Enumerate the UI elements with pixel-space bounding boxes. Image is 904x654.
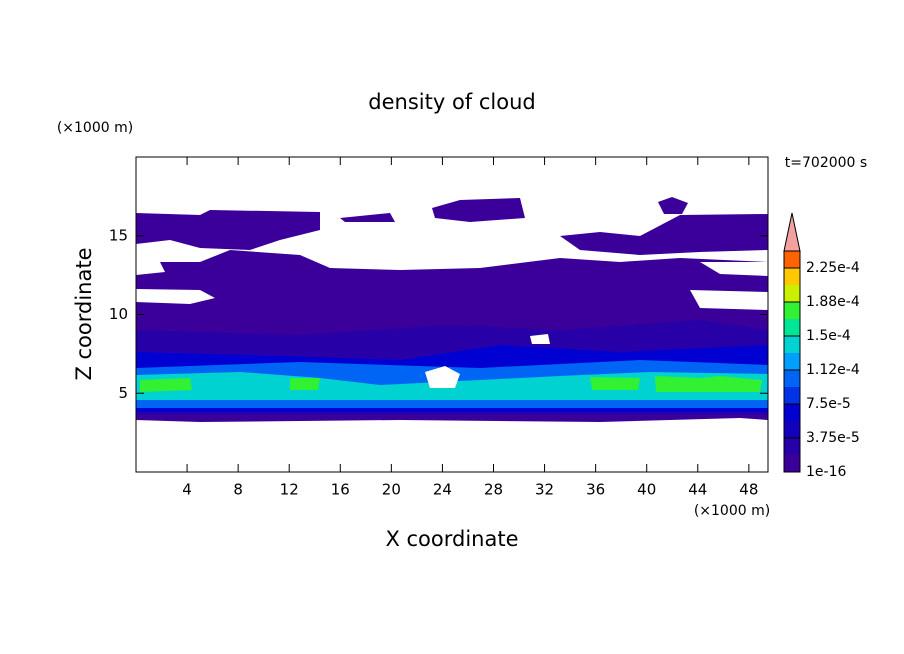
x-tick-label: 44: [688, 481, 707, 499]
x-tick-label: 4: [182, 481, 192, 499]
chart-title: density of cloud: [368, 90, 535, 114]
y-unit: (×1000 m): [57, 120, 133, 136]
x-tick-label: 20: [382, 481, 401, 499]
colorbar-band: [784, 285, 800, 302]
colorbar-band: [784, 353, 800, 370]
colorbar-tick-label: 1.5e-4: [806, 328, 851, 344]
x-tick-label: 12: [280, 481, 299, 499]
y-tick-label: 10: [109, 305, 128, 323]
x-tick-label: 48: [739, 481, 758, 499]
x-tick-label: 28: [484, 481, 503, 499]
colorbar-band: [784, 251, 800, 268]
colorbar-band: [784, 438, 800, 455]
x-axis-title: X coordinate: [385, 527, 518, 551]
colorbar-band: [784, 455, 800, 472]
x-tick-label: 32: [535, 481, 554, 499]
y-axis-title: Z coordinate: [72, 247, 96, 380]
colorbar-band: [784, 421, 800, 438]
x-unit: (×1000 m): [694, 503, 770, 519]
colorbar-tick-label: 3.75e-5: [806, 430, 860, 446]
x-tick-label: 8: [233, 481, 243, 499]
colorbar-band: [784, 336, 800, 353]
colorbar-tick-label: 7.5e-5: [806, 396, 851, 412]
colorbar-tick-label: 2.25e-4: [806, 260, 860, 276]
colorbar-extend: [783, 212, 801, 252]
colorbar-tick-label: 1.12e-4: [806, 362, 860, 378]
x-tick-label: 24: [433, 481, 452, 499]
x-tick-label: 16: [331, 481, 350, 499]
colorbar-band: [784, 404, 800, 421]
y-tick-label: 5: [118, 384, 128, 402]
colorbar-band: [784, 370, 800, 387]
x-tick-label: 36: [586, 481, 605, 499]
x-tick-label: 40: [637, 481, 656, 499]
colorbar-band: [784, 302, 800, 319]
colorbar-tick-label: 1e-16: [806, 464, 846, 480]
colorbar-band: [784, 387, 800, 404]
colorbar-band: [784, 319, 800, 336]
contour-field: [136, 197, 768, 422]
time-label: t=702000 s: [785, 155, 867, 171]
y-tick-label: 15: [109, 226, 128, 244]
colorbar-tick-label: 1.88e-4: [806, 294, 860, 310]
colorbar-band: [784, 268, 800, 285]
